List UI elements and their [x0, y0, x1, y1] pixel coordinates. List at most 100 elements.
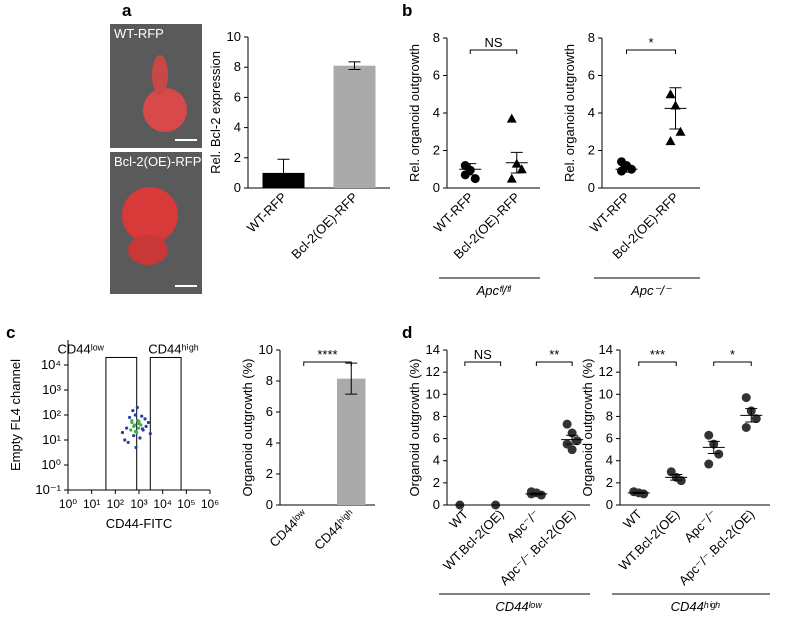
- y-tick-label: 2: [433, 143, 440, 158]
- y-tick-label: 0: [266, 497, 273, 512]
- significance-bracket: [303, 361, 352, 366]
- sem-bar: [670, 474, 683, 481]
- gate-label: CD44ˡᵒʷ: [57, 341, 104, 356]
- sem-bar: [464, 163, 477, 176]
- x-tick-label: WT: [620, 506, 645, 531]
- y-tick-label: 10⁻¹: [35, 482, 61, 497]
- y-tick-label: 4: [433, 453, 440, 468]
- y-tick-label: 14: [426, 342, 440, 357]
- group-label: CD44ʰⁱᵍʰ: [671, 599, 721, 614]
- y-tick-label: 0: [588, 180, 595, 195]
- data-point: [665, 136, 676, 146]
- data-point: [136, 426, 141, 430]
- panel-label: d: [402, 323, 412, 342]
- sem-bar: [566, 434, 579, 445]
- x-tick-label: 10⁶: [201, 497, 219, 511]
- data-point: [470, 174, 480, 184]
- data-point: [134, 445, 138, 450]
- panel-label: c: [6, 323, 15, 342]
- significance-label: *: [730, 347, 735, 362]
- y-tick-label: 8: [588, 30, 595, 45]
- y-tick-label: 10³: [42, 382, 61, 397]
- gate-label: CD44ʰⁱᵍʰ: [148, 341, 198, 356]
- data-point: [676, 476, 686, 486]
- data-point: [126, 440, 130, 445]
- significance-label: ***: [650, 347, 665, 362]
- x-tick-label: WT: [446, 506, 471, 531]
- y-tick-label: 10⁴: [41, 357, 61, 372]
- significance-bracket: [469, 49, 518, 54]
- y-tick-label: 6: [588, 68, 595, 83]
- data-point: [704, 459, 714, 469]
- y-axis-label: Organoid outgrowth (%): [407, 358, 422, 496]
- sem-bar: [669, 87, 682, 130]
- sem-bar: [632, 491, 645, 494]
- sem-bar: [707, 440, 720, 455]
- y-tick-label: 4: [266, 435, 273, 450]
- data-point: [133, 429, 137, 434]
- y-tick-label: 0: [433, 497, 440, 512]
- y-tick-label: 6: [234, 89, 241, 104]
- x-tick-label: 10¹: [83, 497, 100, 511]
- data-point: [129, 428, 133, 432]
- image-label: Bcl-2(OE)-RFP: [114, 154, 201, 169]
- x-tick-label: WT-RFP: [587, 190, 633, 236]
- data-point: [123, 438, 127, 442]
- data-point: [120, 430, 125, 435]
- data-point: [133, 413, 137, 417]
- image-label: WT-RFP: [114, 26, 164, 41]
- y-tick-label: 10: [599, 386, 613, 401]
- sem-bar: [510, 151, 523, 174]
- y-tick-label: 6: [433, 68, 440, 83]
- y-tick-label: 4: [588, 105, 595, 120]
- data-point: [144, 424, 148, 428]
- data-point: [130, 418, 134, 423]
- y-tick-label: 0: [234, 180, 241, 195]
- data-point: [143, 417, 147, 421]
- data-point: [567, 445, 577, 455]
- data-point: [132, 424, 136, 428]
- y-tick-label: 2: [433, 475, 440, 490]
- y-tick-label: 6: [266, 404, 273, 419]
- data-point: [675, 126, 686, 136]
- significance-bracket: [535, 361, 573, 366]
- data-point: [137, 419, 141, 424]
- y-axis-label: Organoid outgrowth (%): [240, 358, 255, 496]
- bar: [289, 504, 318, 506]
- x-tick-label: Bcl-2(OE)-RFP: [288, 190, 360, 262]
- error-bar: [345, 362, 358, 395]
- x-tick-label: 10³: [130, 497, 147, 511]
- significance-label: NS: [474, 347, 492, 362]
- y-tick-label: 2: [588, 143, 595, 158]
- gate: [149, 356, 182, 491]
- y-tick-label: 8: [234, 59, 241, 74]
- y-tick-label: 8: [433, 30, 440, 45]
- significance-label: ****: [317, 347, 337, 362]
- data-point: [140, 427, 145, 431]
- significance-bracket: [626, 49, 676, 54]
- y-axis-label: Rel. Bcl-2 expression: [208, 51, 223, 174]
- x-tick-label: 10⁵: [177, 497, 195, 511]
- sem-bar: [620, 165, 633, 173]
- data-point: [148, 432, 152, 436]
- x-tick-label: WT-RFP: [244, 190, 290, 236]
- data-point: [572, 436, 582, 446]
- data-point: [562, 419, 572, 429]
- y-axis-label: Rel. organoid outgrowth: [407, 44, 422, 182]
- y-tick-label: 10¹: [42, 432, 61, 447]
- organoid: [152, 55, 168, 95]
- y-tick-label: 10: [227, 29, 241, 44]
- y-tick-label: 2: [606, 475, 613, 490]
- data-point: [146, 420, 151, 425]
- significance-label: *: [648, 35, 653, 50]
- data-point: [741, 393, 751, 403]
- y-tick-label: 2: [234, 150, 241, 165]
- group-label: CD44ˡᵒʷ: [495, 599, 543, 614]
- y-tick-label: 12: [599, 364, 613, 379]
- sem-bar: [530, 492, 543, 496]
- x-tick-label: 10²: [107, 497, 124, 511]
- significance-label: NS: [484, 35, 502, 50]
- bar: [337, 378, 366, 505]
- data-point: [516, 164, 527, 174]
